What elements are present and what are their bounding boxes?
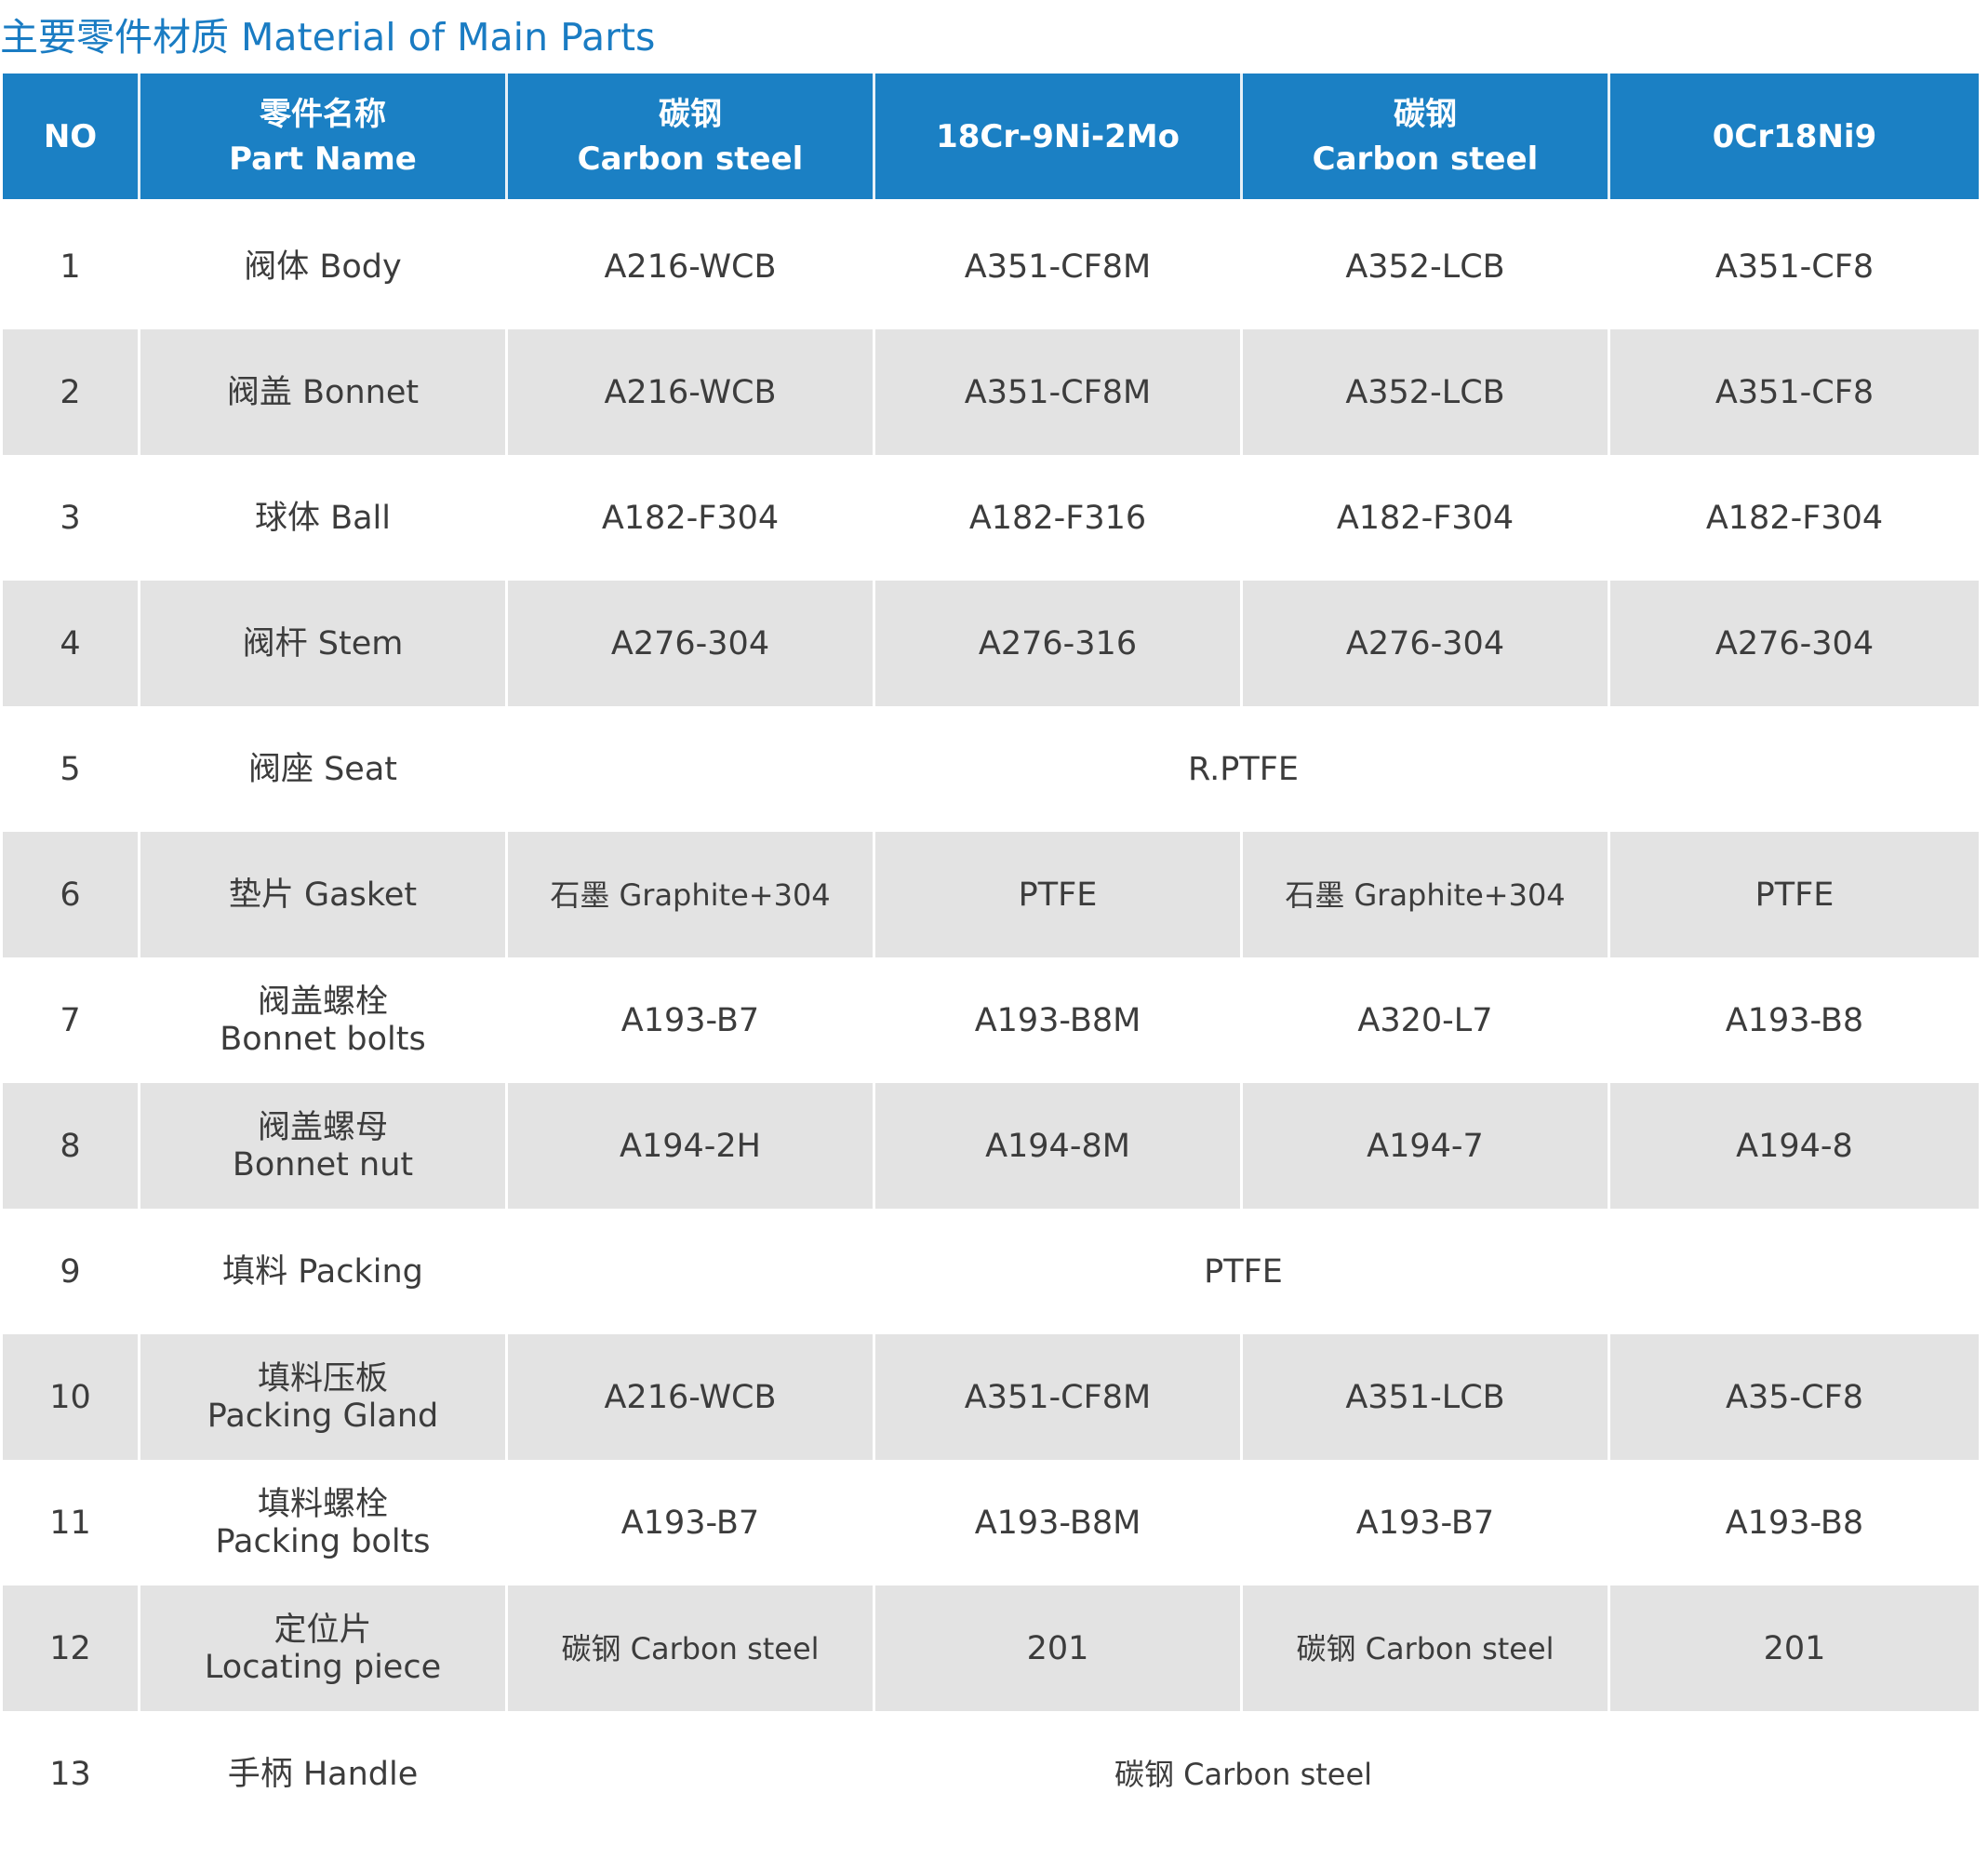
- material-col-4: A182-F304: [1610, 455, 1979, 581]
- material-col-1: A216-WCB: [508, 1334, 875, 1460]
- row-number: 8: [3, 1083, 140, 1209]
- material-col-1: A216-WCB: [508, 204, 875, 329]
- row-number: 5: [3, 706, 140, 832]
- row-number: 2: [3, 329, 140, 455]
- part-name: 定位片 Locating piece: [140, 1585, 508, 1711]
- table-row: 8 阀盖螺母 Bonnet nut A194-2H A194-8M A194-7 A194-…: [3, 1083, 1979, 1209]
- row-number: 12: [3, 1585, 140, 1711]
- table-row: 5 阀座 Seat R.PTFE: [3, 706, 1979, 832]
- material-merged: 碳钢 Carbon steel: [508, 1711, 1979, 1837]
- material-col-2: A276-316: [875, 581, 1243, 706]
- row-number: 11: [3, 1460, 140, 1585]
- part-name: 手柄 Handle: [140, 1711, 508, 1837]
- material-col-3: A194-7: [1243, 1083, 1610, 1209]
- part-name: 填料螺栓 Packing bolts: [140, 1460, 508, 1585]
- material-col-3: 碳钢 Carbon steel: [1243, 1585, 1610, 1711]
- material-col-1: A193-B7: [508, 1460, 875, 1585]
- material-col-1: A182-F304: [508, 455, 875, 581]
- table-row: 10 填料压板 Packing Gland A216-WCB A351-CF8M A351…: [3, 1334, 1979, 1460]
- material-col-3: A320-L7: [1243, 957, 1610, 1083]
- table-row: 3 球体 Ball A182-F304 A182-F316 A182-F304 A182-…: [3, 455, 1979, 581]
- material-col-3: 石墨 Graphite+304: [1243, 832, 1610, 957]
- material-col-4: A193-B8: [1610, 957, 1979, 1083]
- header-18cr-9ni-2mo: 18Cr-9Ni-2Mo: [875, 74, 1243, 199]
- header-row: NO 零件名称 Part Name 碳钢 Carbon steel 18Cr-9…: [3, 74, 1979, 199]
- part-name: 填料 Packing: [140, 1209, 508, 1334]
- material-col-1: A194-2H: [508, 1083, 875, 1209]
- table-row: 6 垫片 Gasket 石墨 Graphite+304 PTFE 石墨 Graphite…: [3, 832, 1979, 957]
- material-col-2: A351-CF8M: [875, 329, 1243, 455]
- header-part-name: 零件名称 Part Name: [140, 74, 508, 199]
- material-col-3: A193-B7: [1243, 1460, 1610, 1585]
- table-body: 1 阀体 Body A216-WCB A351-CF8M A352-LCB A351-CF…: [3, 199, 1979, 1837]
- header-0cr18ni9: 0Cr18Ni9: [1610, 74, 1979, 199]
- material-col-1: 石墨 Graphite+304: [508, 832, 875, 957]
- part-name: 阀体 Body: [140, 204, 508, 329]
- table-row: 13 手柄 Handle 碳钢 Carbon steel: [3, 1711, 1979, 1837]
- part-name: 填料压板 Packing Gland: [140, 1334, 508, 1460]
- material-col-4: A194-8: [1610, 1083, 1979, 1209]
- material-col-2: A194-8M: [875, 1083, 1243, 1209]
- material-col-4: A193-B8: [1610, 1460, 1979, 1585]
- material-col-4: 201: [1610, 1585, 1979, 1711]
- material-col-1: A276-304: [508, 581, 875, 706]
- row-number: 9: [3, 1209, 140, 1334]
- material-col-4: A351-CF8: [1610, 329, 1979, 455]
- table-row: 9 填料 Packing PTFE: [3, 1209, 1979, 1334]
- material-col-4: A351-CF8: [1610, 204, 1979, 329]
- material-col-1: A193-B7: [508, 957, 875, 1083]
- material-col-3: A352-LCB: [1243, 204, 1610, 329]
- material-col-2: PTFE: [875, 832, 1243, 957]
- material-col-3: A182-F304: [1243, 455, 1610, 581]
- row-number: 3: [3, 455, 140, 581]
- materials-table: NO 零件名称 Part Name 碳钢 Carbon steel 18Cr-9…: [3, 74, 1979, 1837]
- row-number: 4: [3, 581, 140, 706]
- part-name: 垫片 Gasket: [140, 832, 508, 957]
- row-number: 13: [3, 1711, 140, 1837]
- header-spacer: [3, 199, 1979, 204]
- material-col-4: A35-CF8: [1610, 1334, 1979, 1460]
- material-col-3: A351-LCB: [1243, 1334, 1610, 1460]
- part-name: 阀盖 Bonnet: [140, 329, 508, 455]
- table-header: NO 零件名称 Part Name 碳钢 Carbon steel 18Cr-9…: [3, 74, 1979, 199]
- header-carbon-steel-2: 碳钢 Carbon steel: [1243, 74, 1610, 199]
- table-row: 4 阀杆 Stem A276-304 A276-316 A276-304 A276-304: [3, 581, 1979, 706]
- material-col-4: A276-304: [1610, 581, 1979, 706]
- material-col-1: 碳钢 Carbon steel: [508, 1585, 875, 1711]
- table-row: 1 阀体 Body A216-WCB A351-CF8M A352-LCB A351-CF…: [3, 204, 1979, 329]
- material-col-4: PTFE: [1610, 832, 1979, 957]
- part-name: 阀盖螺母 Bonnet nut: [140, 1083, 508, 1209]
- table-row: 11 填料螺栓 Packing bolts A193-B7 A193-B8M A193-B…: [3, 1460, 1979, 1585]
- part-name: 球体 Ball: [140, 455, 508, 581]
- material-col-3: A352-LCB: [1243, 329, 1610, 455]
- material-col-3: A276-304: [1243, 581, 1610, 706]
- part-name: 阀杆 Stem: [140, 581, 508, 706]
- material-col-2: A193-B8M: [875, 1460, 1243, 1585]
- row-number: 6: [3, 832, 140, 957]
- spacer-cell: [3, 199, 1979, 204]
- part-name: 阀盖螺栓 Bonnet bolts: [140, 957, 508, 1083]
- material-col-2: A193-B8M: [875, 957, 1243, 1083]
- row-number: 7: [3, 957, 140, 1083]
- header-no: NO: [3, 74, 140, 199]
- material-col-2: A351-CF8M: [875, 204, 1243, 329]
- table-row: 7 阀盖螺栓 Bonnet bolts A193-B7 A193-B8M A320-L7 A…: [3, 957, 1979, 1083]
- header-carbon-steel-1: 碳钢 Carbon steel: [508, 74, 875, 199]
- material-col-2: 201: [875, 1585, 1243, 1711]
- material-merged: R.PTFE: [508, 706, 1979, 832]
- material-merged: PTFE: [508, 1209, 1979, 1334]
- row-number: 10: [3, 1334, 140, 1460]
- material-col-1: A216-WCB: [508, 329, 875, 455]
- table-row: 2 阀盖 Bonnet A216-WCB A351-CF8M A352-LCB A351-…: [3, 329, 1979, 455]
- row-number: 1: [3, 204, 140, 329]
- material-col-2: A182-F316: [875, 455, 1243, 581]
- material-col-2: A351-CF8M: [875, 1334, 1243, 1460]
- table-row: 12 定位片 Locating piece 碳钢 Carbon steel 201 碳钢 …: [3, 1585, 1979, 1711]
- page-title: 主要零件材质 Material of Main Parts: [0, 15, 656, 60]
- part-name: 阀座 Seat: [140, 706, 508, 832]
